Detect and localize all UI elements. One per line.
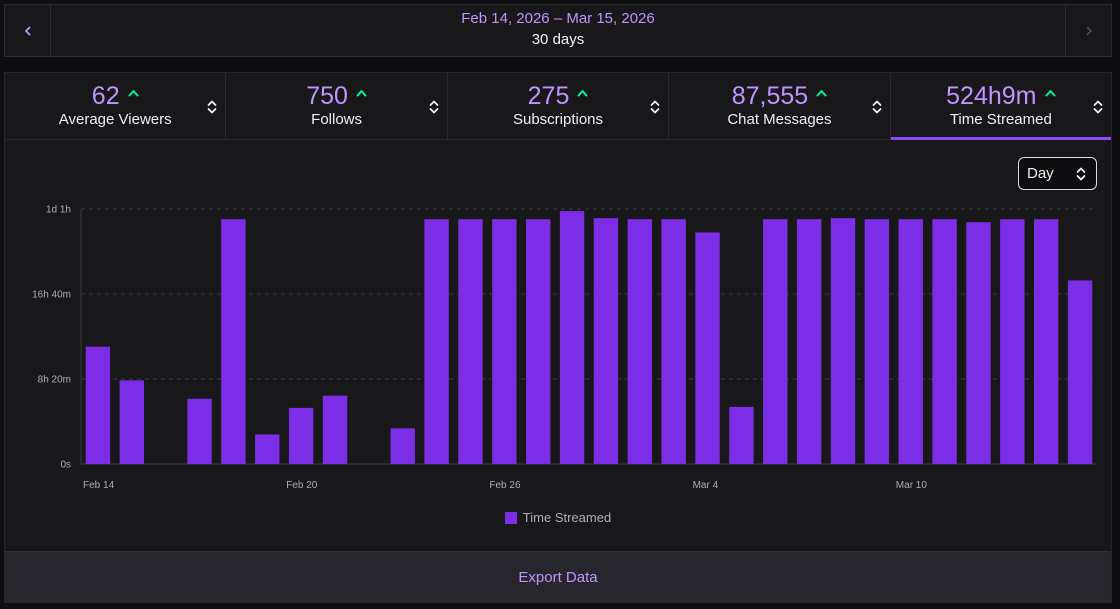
x-tick-label: Mar 10: [896, 480, 928, 491]
y-tick-label: 1d 1h: [46, 205, 71, 216]
x-tick-label: Feb 26: [489, 480, 521, 491]
chart-bar[interactable]: [85, 346, 111, 464]
chart-bar[interactable]: [559, 211, 585, 464]
trend-up-icon: [577, 90, 588, 97]
metric-value: 87,555: [731, 82, 809, 110]
metric-value: 275: [527, 82, 570, 110]
metric-label: Follows: [311, 111, 363, 128]
sort-arrows-icon[interactable]: [872, 99, 882, 115]
metric-label: Time Streamed: [949, 111, 1052, 128]
tab-follows[interactable]: 750 Follows: [226, 73, 448, 139]
sort-arrows-icon[interactable]: [207, 99, 217, 115]
export-data-label: Export Data: [518, 568, 598, 586]
stats-panel: 62 Average Viewers 750 Follows 275 Subsc…: [4, 72, 1112, 603]
chart-bar[interactable]: [526, 219, 551, 464]
chart-bar[interactable]: [1000, 219, 1025, 464]
day-count: 30 days: [531, 31, 585, 48]
tab-subscriptions[interactable]: 275 Subscriptions: [448, 73, 670, 139]
x-tick-label: Feb 14: [83, 480, 115, 491]
x-tick-label: Feb 20: [286, 480, 318, 491]
interval-select[interactable]: Day: [1018, 157, 1097, 190]
y-tick-label: 16h 40m: [32, 289, 71, 300]
chart-bar[interactable]: [492, 219, 517, 464]
chart-bar[interactable]: [864, 219, 890, 464]
chart-bar[interactable]: [593, 218, 619, 464]
metric-value: 62: [91, 82, 120, 110]
chart-bar[interactable]: [1034, 219, 1059, 464]
chart-bar[interactable]: [966, 222, 991, 464]
chart-bar[interactable]: [390, 428, 415, 464]
metric-value: 524h9m: [946, 82, 1037, 110]
chart-bar[interactable]: [830, 218, 856, 464]
chart-bar[interactable]: [932, 219, 957, 464]
chevron-left-icon: [24, 26, 30, 35]
metric-tabs: 62 Average Viewers 750 Follows 275 Subsc…: [5, 73, 1112, 140]
chart-bar[interactable]: [187, 398, 212, 464]
sort-arrows-icon[interactable]: [429, 99, 439, 115]
tab-average-viewers[interactable]: 62 Average Viewers: [5, 73, 227, 139]
chart-bar[interactable]: [898, 219, 923, 464]
interval-select-value: Day: [1027, 165, 1054, 182]
chart-bar[interactable]: [255, 434, 280, 464]
chart-legend[interactable]: Time Streamed: [5, 510, 1111, 525]
sort-arrows-icon[interactable]: [1093, 99, 1103, 115]
next-period-button[interactable]: [1065, 5, 1111, 56]
metric-value: 750: [306, 82, 348, 110]
chart-bar[interactable]: [763, 219, 788, 464]
date-range-bar: Feb 14, 2026 – Mar 15, 2026 30 days: [4, 4, 1112, 57]
chart-bar[interactable]: [322, 395, 348, 464]
chart-bar[interactable]: [1067, 280, 1093, 464]
tab-chat-messages[interactable]: 87,555 Chat Messages: [669, 73, 891, 139]
metric-label: Chat Messages: [727, 111, 832, 128]
metric-label: Subscriptions: [512, 111, 604, 128]
chart-bar[interactable]: [288, 407, 314, 464]
previous-period-button[interactable]: [5, 5, 51, 56]
y-tick-label: 8h 20m: [38, 375, 71, 386]
tab-time-streamed[interactable]: 524h9m Time Streamed: [890, 73, 1112, 140]
select-arrows-icon: [1076, 166, 1086, 182]
chart-bar[interactable]: [627, 219, 652, 464]
legend-label: Time Streamed: [522, 510, 612, 525]
chart-bar[interactable]: [695, 232, 720, 464]
time-streamed-chart: 0s 8h 20m 16h 40m 1d 1h Feb 14 Feb 20 Feb 26 Ma…: [32, 205, 1097, 491]
trend-up-icon: [356, 90, 367, 97]
chevron-right-icon: [1086, 26, 1092, 35]
y-tick-label: 0s: [60, 460, 71, 471]
chart-bar[interactable]: [796, 219, 822, 464]
metric-label: Average Viewers: [58, 111, 172, 128]
chart-bar[interactable]: [119, 380, 144, 464]
trend-up-icon: [128, 90, 139, 97]
chart-bar[interactable]: [458, 219, 483, 464]
trend-up-icon: [816, 90, 827, 97]
sort-arrows-icon[interactable]: [650, 99, 660, 115]
chart-bar[interactable]: [661, 219, 686, 464]
legend-swatch: [504, 511, 517, 524]
chart-bar[interactable]: [729, 406, 754, 464]
date-range-text[interactable]: Feb 14, 2026 – Mar 15, 2026: [461, 10, 655, 27]
export-data-button[interactable]: Export Data: [5, 551, 1111, 602]
x-tick-label: Mar 4: [693, 480, 719, 491]
trend-up-icon: [1045, 90, 1056, 97]
chart-bar[interactable]: [424, 219, 449, 464]
chart-bar[interactable]: [221, 219, 246, 464]
